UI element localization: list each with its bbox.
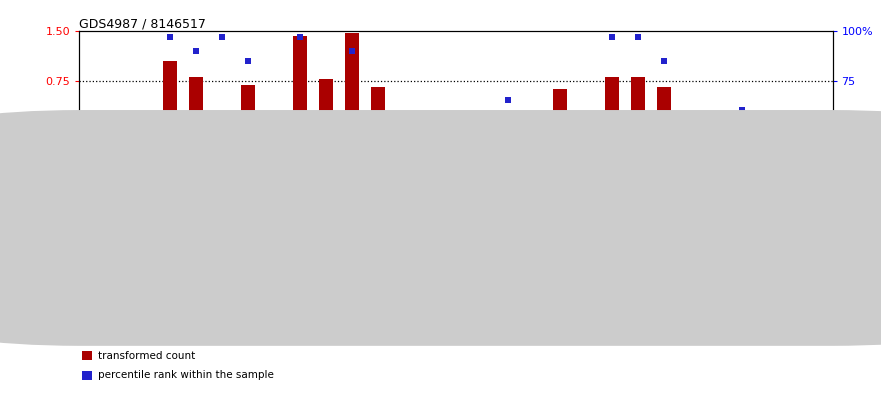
Text: mesenchymal
cell: mesenchymal cell <box>242 292 306 311</box>
Text: stromal cell: stromal cell <box>741 297 794 306</box>
Bar <box>313 283 443 320</box>
Bar <box>443 283 495 320</box>
Text: cell type: cell type <box>1 297 46 307</box>
Bar <box>137 130 152 132</box>
Text: epithelial cell: epithelial cell <box>516 297 577 306</box>
Bar <box>760 130 774 156</box>
Bar <box>292 36 307 130</box>
Text: percentile rank within the sample: percentile rank within the sample <box>98 370 274 380</box>
Text: disease state: disease state <box>0 261 46 271</box>
Text: endothelial cell: endothelial cell <box>70 297 140 306</box>
Bar <box>448 130 463 136</box>
Text: mesenchymal cell: mesenchymal cell <box>610 297 692 306</box>
Bar <box>79 283 131 320</box>
Bar <box>371 87 385 130</box>
Bar <box>189 77 204 130</box>
Text: stromal cell: stromal cell <box>352 297 404 306</box>
Bar <box>443 250 833 283</box>
Text: polycystic ovary syndrome: polycystic ovary syndrome <box>181 260 340 273</box>
Bar <box>683 130 697 144</box>
Bar <box>475 130 489 152</box>
Bar <box>235 283 313 320</box>
Bar <box>319 79 333 130</box>
Bar <box>552 89 567 130</box>
Bar <box>527 130 541 156</box>
Bar <box>241 85 255 130</box>
Bar <box>79 250 443 283</box>
Bar <box>579 130 593 156</box>
Text: transformed count: transformed count <box>98 351 195 361</box>
Bar <box>604 77 619 130</box>
Bar <box>500 123 515 130</box>
Bar <box>82 351 93 360</box>
Bar <box>163 61 177 130</box>
Bar <box>495 283 599 320</box>
Text: control: control <box>618 260 658 273</box>
Bar <box>82 371 93 380</box>
Bar <box>787 130 801 138</box>
Bar <box>111 127 125 130</box>
Bar <box>396 130 411 145</box>
Bar <box>85 130 100 143</box>
Text: endothelial cell: endothelial cell <box>434 297 504 306</box>
Bar <box>735 130 749 146</box>
Bar <box>215 123 229 130</box>
Text: epithelial cell: epithelial cell <box>152 297 214 306</box>
Bar <box>656 87 670 130</box>
Bar <box>631 77 645 130</box>
Bar <box>599 283 703 320</box>
Text: GDS4987 / 8146517: GDS4987 / 8146517 <box>79 17 206 30</box>
Bar <box>423 130 437 153</box>
Bar <box>267 127 281 130</box>
Bar <box>812 127 826 130</box>
Bar <box>131 283 235 320</box>
Bar <box>703 283 833 320</box>
Bar <box>708 130 722 149</box>
Bar <box>344 33 359 130</box>
